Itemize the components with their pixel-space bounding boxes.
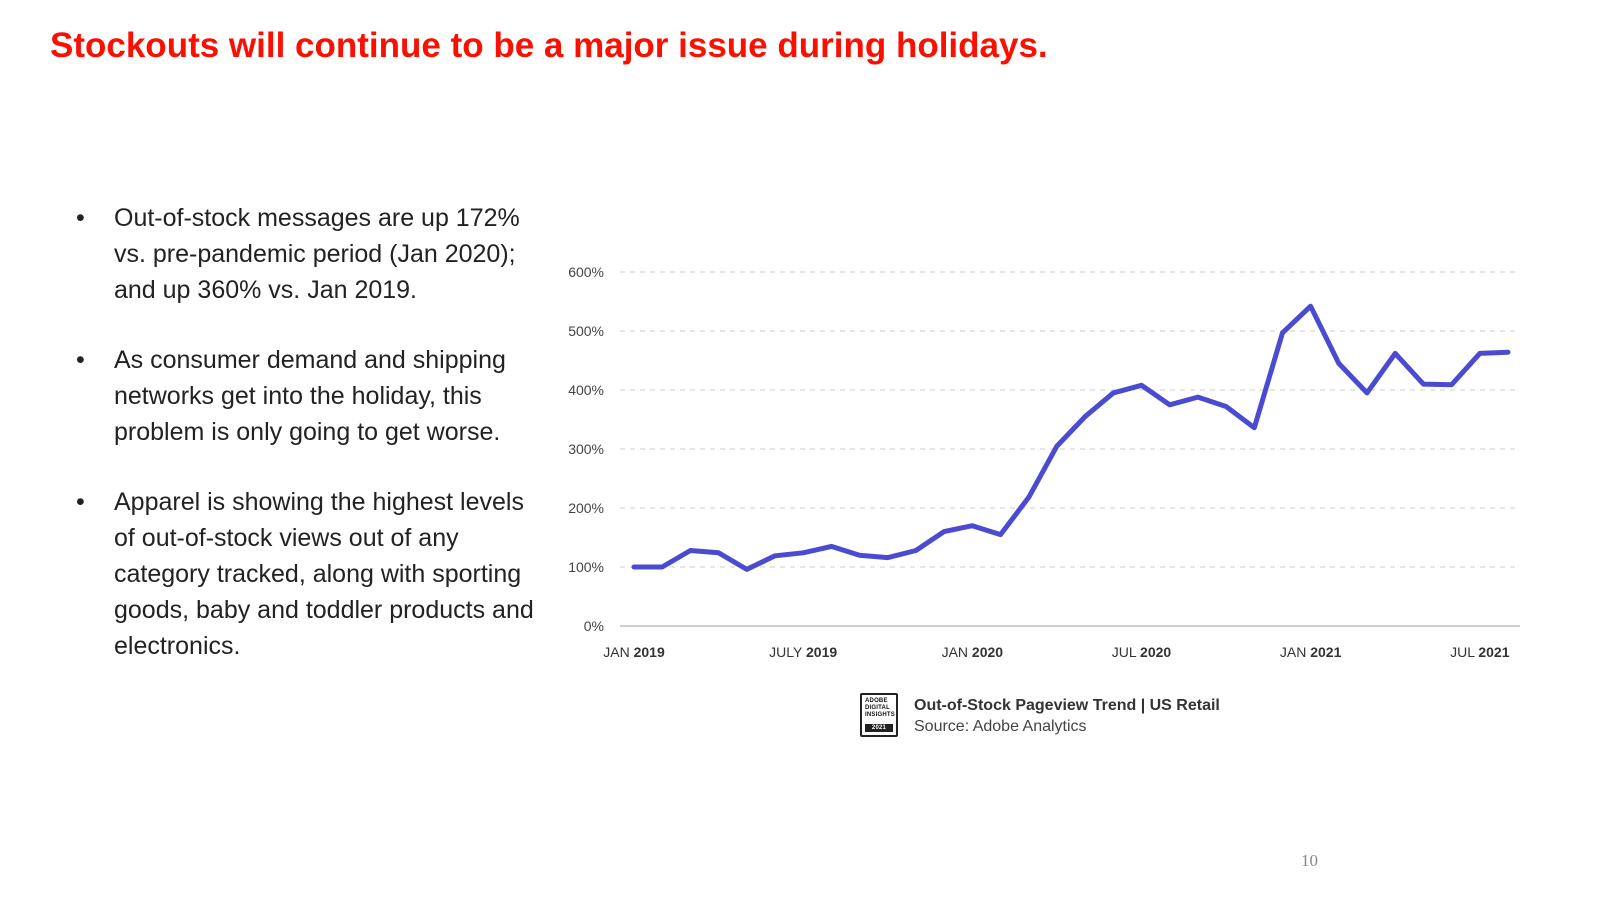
- data-point: [858, 553, 862, 557]
- chart-svg: 0% 100% 200% 300% 400% 500% 600% JAN 2019 JULY …: [568, 264, 1520, 660]
- bullet-item: • Apparel is showing the highest levels o…: [70, 484, 550, 664]
- badge-line: DIGITAL: [865, 705, 890, 711]
- data-point: [914, 548, 918, 552]
- data-point: [632, 565, 636, 569]
- slide-title: Stockouts will continue to be a major is…: [50, 26, 1048, 65]
- data-point: [999, 533, 1003, 537]
- bullet-item: • As consumer demand and shipping network…: [70, 342, 550, 450]
- data-point: [1055, 444, 1059, 448]
- y-axis-labels: 0% 100% 200% 300% 400% 500% 600%: [568, 264, 604, 634]
- data-point: [1365, 391, 1369, 395]
- data-point: [1139, 383, 1143, 387]
- chart-source: Source: Adobe Analytics: [914, 718, 1087, 735]
- data-point: [1393, 351, 1397, 355]
- grid-layer: [620, 271, 1520, 627]
- x-tick-label: JUL 2021: [1450, 644, 1510, 660]
- data-point: [773, 554, 777, 558]
- x-tick-label: JULY 2019: [769, 644, 837, 660]
- caption-text: Out-of-Stock Pageview Trend | US Retail …: [914, 695, 1220, 737]
- data-point: [801, 551, 805, 555]
- x-tick-label: JAN 2019: [603, 644, 665, 660]
- data-point: [829, 544, 833, 548]
- badge-line: ADOBE: [865, 698, 888, 704]
- data-point: [1111, 391, 1115, 395]
- y-tick-label: 500%: [568, 323, 604, 339]
- y-tick-label: 400%: [568, 382, 604, 398]
- y-tick-label: 600%: [568, 264, 604, 280]
- bullet-item: • Out-of-stock messages are up 172% vs. p…: [70, 200, 550, 308]
- data-point: [1083, 415, 1087, 419]
- data-point: [1337, 361, 1341, 365]
- data-point: [1506, 350, 1510, 354]
- y-tick-label: 300%: [568, 441, 604, 457]
- data-point: [1224, 405, 1228, 409]
- x-tick-label: JAN 2020: [942, 644, 1004, 660]
- bullet-text: Out-of-stock messages are up 172% vs. pr…: [114, 204, 520, 304]
- x-axis-labels: JAN 2019 JULY 2019 JAN 2020 JUL 2020 JAN 202…: [603, 644, 1509, 660]
- data-point: [942, 530, 946, 534]
- data-point: [1280, 331, 1284, 335]
- badge-line: INSIGHTS: [865, 712, 895, 718]
- data-point: [970, 524, 974, 528]
- bullet-marker: •: [76, 346, 85, 374]
- data-point: [1027, 495, 1031, 499]
- bullet-text: As consumer demand and shipping networks…: [114, 346, 506, 446]
- data-point: [717, 551, 721, 555]
- data-point: [1478, 351, 1482, 355]
- data-point: [1450, 383, 1454, 387]
- bullet-marker: •: [76, 204, 85, 232]
- series-layer: [631, 303, 1511, 572]
- badge-year: 2021: [865, 724, 893, 732]
- data-point: [1168, 403, 1172, 407]
- data-point: [688, 548, 692, 552]
- bullet-marker: •: [76, 488, 85, 516]
- data-point: [660, 565, 664, 569]
- bullet-text: Apparel is showing the highest levels of…: [114, 488, 534, 660]
- data-point: [1196, 395, 1200, 399]
- data-point: [1309, 304, 1313, 308]
- x-tick-label: JUL 2020: [1112, 644, 1172, 660]
- page-number: 10: [1301, 851, 1318, 870]
- data-point: [886, 556, 890, 560]
- y-tick-label: 100%: [568, 559, 604, 575]
- line-chart: 0% 100% 200% 300% 400% 500% 600% JAN 2019 JULY …: [560, 250, 1560, 680]
- data-point: [745, 567, 749, 571]
- y-tick-label: 200%: [568, 500, 604, 516]
- data-point: [1421, 382, 1425, 386]
- series-line: [631, 303, 1511, 572]
- bullet-list: • Out-of-stock messages are up 172% vs. p…: [70, 200, 550, 698]
- adobe-digital-insights-badge-icon: ADOBE DIGITAL INSIGHTS 2021: [860, 693, 898, 737]
- y-tick-label: 0%: [584, 618, 604, 634]
- data-point: [1252, 426, 1256, 430]
- x-tick-label: JAN 2021: [1280, 644, 1342, 660]
- chart-caption-title: Out-of-Stock Pageview Trend | US Retail: [914, 697, 1220, 714]
